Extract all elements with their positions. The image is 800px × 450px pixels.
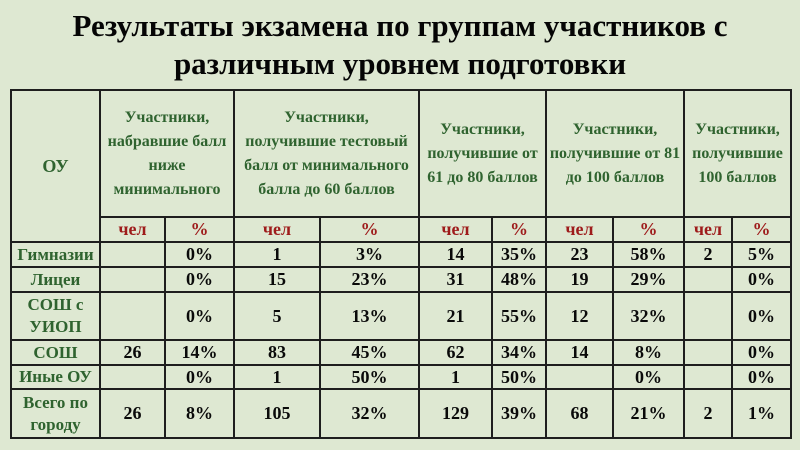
data-cell: 55% xyxy=(491,291,547,341)
data-cell: 29% xyxy=(612,266,685,293)
data-cell xyxy=(683,339,733,366)
data-cell: 32% xyxy=(319,388,420,439)
data-cell: 26 xyxy=(99,388,166,439)
data-cell: 45% xyxy=(319,339,420,366)
data-cell xyxy=(683,266,733,293)
data-cell: 0% xyxy=(612,364,685,390)
subheader-chel-4: чел xyxy=(545,216,614,243)
group-header-row: ОУ Участники, набравшие балл ниже минима… xyxy=(10,89,793,243)
row-label: СОШ с УИОП xyxy=(10,291,101,341)
data-cell: 13% xyxy=(319,291,420,341)
row-label: СОШ xyxy=(10,339,101,366)
data-cell: 0% xyxy=(730,364,793,390)
data-cell: 21% xyxy=(612,388,685,439)
data-cell: 2 xyxy=(683,388,733,439)
corner-header-ou: ОУ xyxy=(10,89,101,243)
data-cell: 0% xyxy=(730,291,793,341)
data-cell: 34% xyxy=(491,339,547,366)
slide-title-line-2: различным уровнем подготовки xyxy=(173,46,627,81)
table-row-inye-ou: Иные ОУ 0% 1 50% 1 50% 0% 0% xyxy=(10,364,793,390)
row-label: Гимназии xyxy=(10,241,101,268)
data-cell: 15 xyxy=(233,266,321,293)
data-cell: 1 xyxy=(233,364,321,390)
data-cell: 32% xyxy=(612,291,685,341)
data-cell xyxy=(99,364,166,390)
row-label: Лицеи xyxy=(10,266,101,293)
data-cell xyxy=(99,266,166,293)
subheader-pct-2: % xyxy=(319,216,420,243)
data-cell xyxy=(99,241,166,268)
data-cell: 12 xyxy=(545,291,614,341)
data-cell: 8% xyxy=(164,388,235,439)
exam-results-table: ОУ Участники, набравшие балл ниже минима… xyxy=(10,89,793,439)
data-cell: 31 xyxy=(418,266,493,293)
subheader-pct-4: % xyxy=(612,216,685,243)
table-row-sosh: СОШ 26 14% 83 45% 62 34% 14 8% 0% xyxy=(10,339,793,366)
data-cell: 14 xyxy=(418,241,493,268)
data-cell: 39% xyxy=(491,388,547,439)
table-row-vsego: Всего по городу 26 8% 105 32% 129 39% 68… xyxy=(10,388,793,439)
data-cell: 23 xyxy=(545,241,614,268)
data-cell: 0% xyxy=(164,364,235,390)
subheader-chel-1: чел xyxy=(99,216,166,243)
data-cell: 5% xyxy=(730,241,793,268)
subheader-pct-3: % xyxy=(491,216,547,243)
data-cell: 50% xyxy=(319,364,420,390)
subheader-row: чел % чел % чел % чел % чел % xyxy=(11,216,793,243)
data-cell: 68 xyxy=(545,388,614,439)
table-row-sosh-uiop: СОШ с УИОП 0% 5 13% 21 55% 12 32% 0% xyxy=(10,291,793,341)
table-row-licei: Лицеи 0% 15 23% 31 48% 19 29% 0% xyxy=(10,266,793,293)
data-cell xyxy=(545,364,614,390)
subheader-chel-3: чел xyxy=(418,216,493,243)
group-header-below-min: Участники, набравшие балл ниже минимальн… xyxy=(99,89,235,218)
group-header-81-100: Участники, получившие от 81 до 100 балло… xyxy=(545,89,685,218)
data-cell: 1 xyxy=(418,364,493,390)
data-cell: 0% xyxy=(164,266,235,293)
data-cell: 0% xyxy=(164,241,235,268)
row-label: Иные ОУ xyxy=(10,364,101,390)
data-cell: 14% xyxy=(164,339,235,366)
data-cell: 0% xyxy=(730,339,793,366)
data-cell: 50% xyxy=(491,364,547,390)
data-cell: 48% xyxy=(491,266,547,293)
data-cell: 8% xyxy=(612,339,685,366)
group-header-61-80: Участники, получившие от 61 до 80 баллов xyxy=(418,89,547,218)
data-cell: 26 xyxy=(99,339,166,366)
subheader-pct-1: % xyxy=(164,216,235,243)
table-row-gimnazii: Гимназии 0% 1 3% 14 35% 23 58% 2 5% xyxy=(10,241,793,268)
data-cell: 1% xyxy=(730,388,793,439)
data-cell: 58% xyxy=(612,241,685,268)
data-cell xyxy=(683,291,733,341)
group-header-100: Участники, получившие 100 баллов xyxy=(682,89,793,218)
slide-title: Результаты экзамена по группам участнико… xyxy=(0,0,800,83)
data-cell: 23% xyxy=(319,266,420,293)
subheader-chel-5: чел xyxy=(683,216,733,243)
group-header-min-to-60: Участники, получившие тестовый балл от м… xyxy=(233,89,420,218)
data-cell: 0% xyxy=(730,266,793,293)
data-cell: 19 xyxy=(545,266,614,293)
data-cell: 105 xyxy=(233,388,321,439)
data-cell: 83 xyxy=(233,339,321,366)
data-cell: 21 xyxy=(418,291,493,341)
row-label: Всего по городу xyxy=(10,388,101,439)
slide-title-line-1: Результаты экзамена по группам участнико… xyxy=(72,8,728,43)
data-cell: 5 xyxy=(233,291,321,341)
data-cell xyxy=(683,364,733,390)
data-cell: 129 xyxy=(418,388,493,439)
subheader-pct-5: % xyxy=(730,216,793,243)
subheader-chel-2: чел xyxy=(233,216,321,243)
data-cell: 2 xyxy=(683,241,733,268)
data-cell: 1 xyxy=(233,241,321,268)
data-cell: 0% xyxy=(164,291,235,341)
data-cell: 3% xyxy=(319,241,420,268)
data-cell: 14 xyxy=(545,339,614,366)
data-cell xyxy=(99,291,166,341)
data-cell: 35% xyxy=(491,241,547,268)
data-cell: 62 xyxy=(418,339,493,366)
